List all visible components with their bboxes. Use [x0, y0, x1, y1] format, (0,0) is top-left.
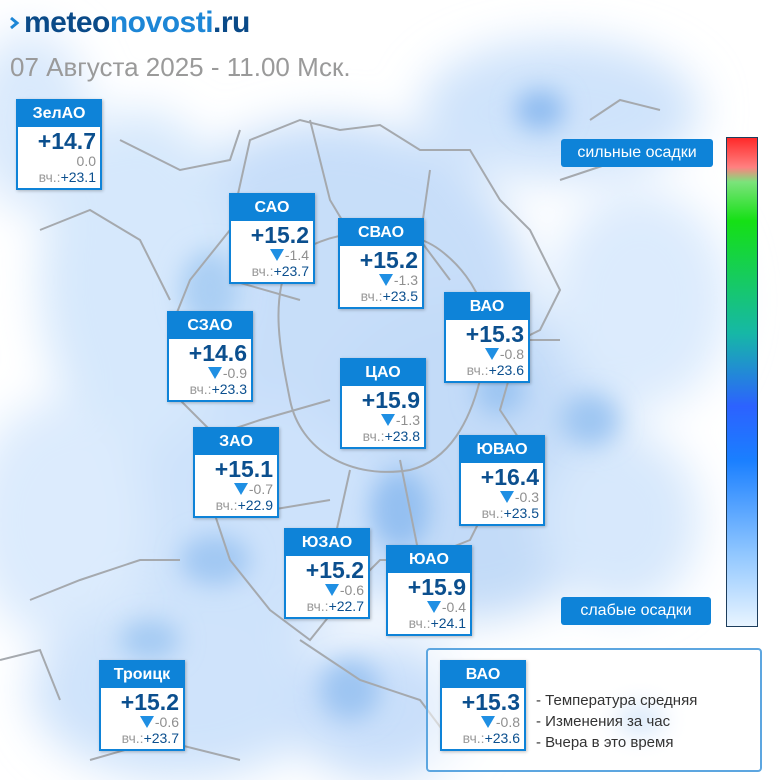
district-name: ЗелАО [18, 101, 100, 127]
down-arrow-icon [484, 348, 499, 360]
district-name: Троицк [101, 662, 183, 688]
district-name: СВАО [340, 220, 422, 246]
district-temperature: +15.9 [407, 574, 466, 600]
legend-box: ВАО +15.3 -0.8 вч.:+23.6 - Температура с… [426, 648, 762, 772]
district-yesterday: вч.:+22.7 [306, 598, 364, 614]
district-yesterday: вч.:+23.8 [362, 428, 420, 444]
brand-part-meteo: meteo [24, 6, 110, 39]
district-hourly-change: -1.4 [231, 248, 313, 263]
district-hourly-change: -0.3 [461, 490, 543, 505]
district-card-yuzao: ЮЗАО +15.2 -0.6 вч.:+22.7 [284, 528, 370, 619]
district-hourly-change: -0.7 [195, 482, 277, 497]
down-arrow-icon [426, 601, 441, 613]
district-temperature: +15.9 [361, 387, 420, 413]
precipitation-scale-bar [726, 137, 758, 627]
district-yesterday: вч.:+23.3 [189, 381, 247, 397]
down-arrow-icon [139, 716, 154, 728]
legend-example-card: ВАО +15.3 -0.8 вч.:+23.6 [440, 660, 526, 751]
down-arrow-icon [207, 367, 222, 379]
down-arrow-icon [499, 491, 514, 503]
district-hourly-change: -1.3 [340, 273, 422, 288]
district-card-zelao: ЗелАО +14.7 0.0 вч.:+23.1 [16, 99, 102, 190]
district-card-tsao: ЦАО +15.9 -1.3 вч.:+23.8 [340, 358, 426, 449]
district-card-szao: СЗАО +14.6 -0.9 вч.:+23.3 [167, 311, 253, 402]
district-yesterday: вч.:+23.5 [481, 505, 539, 521]
district-hourly-change: -1.3 [342, 413, 424, 428]
district-yesterday: вч.:+23.1 [38, 169, 96, 185]
district-temperature: +15.3 [465, 321, 524, 347]
district-name: ЮВАО [461, 437, 543, 463]
district-yesterday: вч.:+22.9 [215, 497, 273, 513]
district-temperature: +16.4 [480, 464, 539, 490]
down-arrow-icon [380, 414, 395, 426]
district-card-zao: ЗАО +15.1 -0.7 вч.:+22.9 [193, 427, 279, 518]
district-card-svao: СВАО +15.2 -1.3 вч.:+23.5 [338, 218, 424, 309]
district-yesterday: вч.:+23.6 [466, 362, 524, 378]
district-temperature: +14.6 [188, 340, 247, 366]
down-arrow-icon [269, 249, 284, 261]
brand-part-novosti: novosti [109, 6, 214, 39]
forecast-datetime: 07 Августа 2025 - 11.00 Мск. [10, 52, 351, 82]
district-card-yuvao: ЮВАО +16.4 -0.3 вч.:+23.5 [459, 435, 545, 526]
scale-label-heavy: сильные осадки [561, 139, 713, 167]
district-temperature: +15.2 [305, 557, 364, 583]
district-temperature: +15.3 [461, 689, 520, 715]
district-hourly-change: -0.9 [169, 366, 251, 381]
district-name: ВАО [442, 662, 524, 688]
district-temperature: +15.2 [359, 247, 418, 273]
district-name: САО [231, 195, 313, 221]
district-card-sao: САО +15.2 -1.4 вч.:+23.7 [229, 193, 315, 284]
legend-line-temperature: - Температура средняя [536, 692, 698, 709]
scale-label-light: слабые осадки [561, 597, 711, 625]
district-yesterday: вч.:+23.5 [360, 288, 418, 304]
district-card-vao: ВАО +15.3 -0.8 вч.:+23.6 [444, 292, 530, 383]
logo-mark-icon [10, 16, 20, 30]
district-hourly-change: -0.4 [388, 600, 470, 615]
district-hourly-change: -0.6 [286, 583, 368, 598]
district-card-yuao: ЮАО +15.9 -0.4 вч.:+24.1 [386, 545, 472, 636]
district-name: ЗАО [195, 429, 277, 455]
district-hourly-change: -0.8 [442, 715, 524, 730]
district-temperature: +15.1 [214, 456, 273, 482]
district-hourly-change: -0.8 [446, 347, 528, 362]
district-temperature: +14.7 [37, 128, 96, 154]
down-arrow-icon [378, 274, 393, 286]
district-yesterday: вч.:+23.6 [462, 730, 520, 746]
district-yesterday: вч.:+23.7 [121, 730, 179, 746]
district-name: ЮАО [388, 547, 470, 573]
district-temperature: +15.2 [120, 689, 179, 715]
down-arrow-icon [233, 483, 248, 495]
district-temperature: +15.2 [250, 222, 309, 248]
district-name: ВАО [446, 294, 528, 320]
district-name: СЗАО [169, 313, 251, 339]
district-hourly-change: 0.0 [76, 153, 96, 169]
site-logo[interactable]: meteo novosti .ru [10, 6, 250, 40]
district-name: ЦАО [342, 360, 424, 386]
district-hourly-change: -0.6 [101, 715, 183, 730]
down-arrow-icon [480, 716, 495, 728]
down-arrow-icon [324, 584, 339, 596]
legend-line-yesterday: - Вчера в это время [536, 734, 674, 751]
legend-line-change: - Изменения за час [536, 713, 671, 730]
district-yesterday: вч.:+24.1 [408, 615, 466, 631]
brand-part-domain: .ru [213, 6, 250, 39]
district-card-troitsk: Троицк +15.2 -0.6 вч.:+23.7 [99, 660, 185, 751]
district-yesterday: вч.:+23.7 [251, 263, 309, 279]
legend-explanations: - Температура средняя - Изменения за час… [536, 690, 697, 753]
district-name: ЮЗАО [286, 530, 368, 556]
